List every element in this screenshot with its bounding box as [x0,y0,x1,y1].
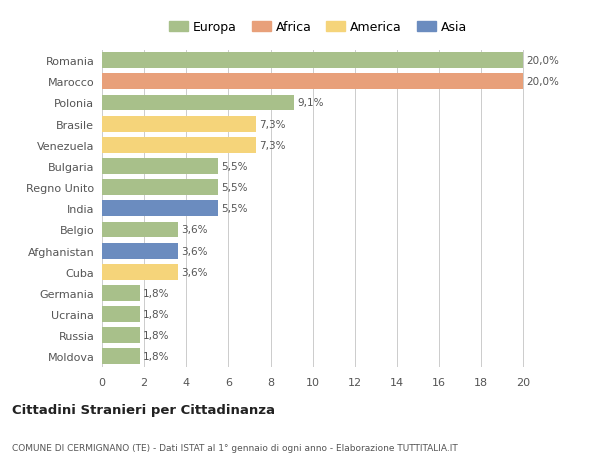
Text: 9,1%: 9,1% [297,98,323,108]
Text: 3,6%: 3,6% [181,225,208,235]
Text: 3,6%: 3,6% [181,267,208,277]
Legend: Europa, Africa, America, Asia: Europa, Africa, America, Asia [167,19,469,37]
Bar [102,74,523,90]
Text: 7,3%: 7,3% [259,140,286,151]
Text: 1,8%: 1,8% [143,352,170,362]
Bar [102,222,178,238]
Text: 3,6%: 3,6% [181,246,208,256]
Bar [102,201,218,217]
Text: 5,5%: 5,5% [221,162,248,172]
Bar [102,285,140,301]
Bar [102,264,178,280]
Text: Cittadini Stranieri per Cittadinanza: Cittadini Stranieri per Cittadinanza [12,403,275,416]
Bar [102,117,256,132]
Text: 20,0%: 20,0% [527,77,559,87]
Text: 5,5%: 5,5% [221,204,248,214]
Text: 1,8%: 1,8% [143,330,170,341]
Text: 7,3%: 7,3% [259,119,286,129]
Bar [102,307,140,322]
Text: COMUNE DI CERMIGNANO (TE) - Dati ISTAT al 1° gennaio di ogni anno - Elaborazione: COMUNE DI CERMIGNANO (TE) - Dati ISTAT a… [12,443,458,452]
Bar [102,53,523,69]
Bar [102,243,178,259]
Bar [102,328,140,343]
Text: 5,5%: 5,5% [221,183,248,193]
Bar [102,95,294,111]
Text: 1,8%: 1,8% [143,309,170,319]
Text: 20,0%: 20,0% [527,56,559,66]
Text: 1,8%: 1,8% [143,288,170,298]
Bar [102,180,218,196]
Bar [102,138,256,153]
Bar [102,349,140,364]
Bar [102,159,218,174]
